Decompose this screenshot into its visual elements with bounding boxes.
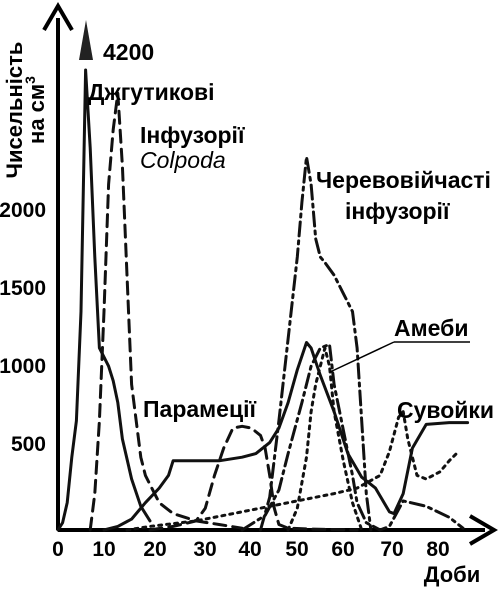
y-axis-title-unit: на см — [24, 84, 49, 144]
x-tick-label: 30 — [193, 538, 216, 561]
y-tick-label: 1500 — [0, 277, 46, 300]
y-tick-label: 1000 — [0, 355, 46, 378]
y-axis-title-sup: 3 — [22, 76, 38, 84]
x-tick-label: 70 — [380, 538, 403, 561]
label-colpoda-1: Інфузорії — [140, 122, 245, 148]
x-tick-label: 50 — [285, 538, 308, 561]
y-tick-label: 2000 — [0, 199, 46, 222]
series-line-7 — [240, 342, 465, 532]
y-tick-label: 500 — [11, 433, 46, 456]
x-axis-arrow-icon — [468, 514, 498, 546]
y-axis-title-line1: Чисельність — [2, 42, 27, 179]
x-tick-label: 20 — [143, 538, 166, 561]
series-line-2 — [102, 341, 470, 532]
y-axis-arrow-icon — [42, 2, 74, 32]
y-axis-title: Чисельність на см3 — [2, 42, 49, 179]
label-colpoda-2: Colpoda — [140, 147, 226, 173]
y-axis-title-line2: на см3 — [22, 76, 49, 144]
label-hypotrich-2: інфузорії — [345, 198, 450, 224]
label-amoeba-leader — [329, 341, 395, 373]
series-layer — [56, 68, 470, 532]
label-amoeba: Амеби — [394, 315, 468, 341]
label-paramecium: Парамеції — [143, 396, 256, 422]
x-tick-label: 40 — [238, 538, 261, 561]
series-line-3 — [148, 424, 359, 532]
label-vorticella: Сувойки — [397, 397, 494, 423]
series-line-4 — [259, 155, 373, 532]
x-tick-label: 0 — [52, 538, 64, 561]
x-tick-label: 60 — [331, 538, 354, 561]
overflow-value-label: 4200 — [103, 39, 154, 65]
x-axis-title: Доби — [424, 562, 481, 587]
series-line-5 — [286, 346, 364, 532]
series-line-6 — [125, 410, 460, 532]
overflow-arrow-icon — [79, 20, 93, 60]
x-tick-label: 80 — [426, 538, 449, 561]
x-tick-label: 10 — [92, 538, 115, 561]
label-hypotrich-1: Черевовійчасті — [316, 167, 491, 193]
label-flagellates: Джгутикові — [88, 79, 215, 105]
series-line-1 — [88, 91, 244, 532]
series-line-0 — [56, 68, 152, 532]
